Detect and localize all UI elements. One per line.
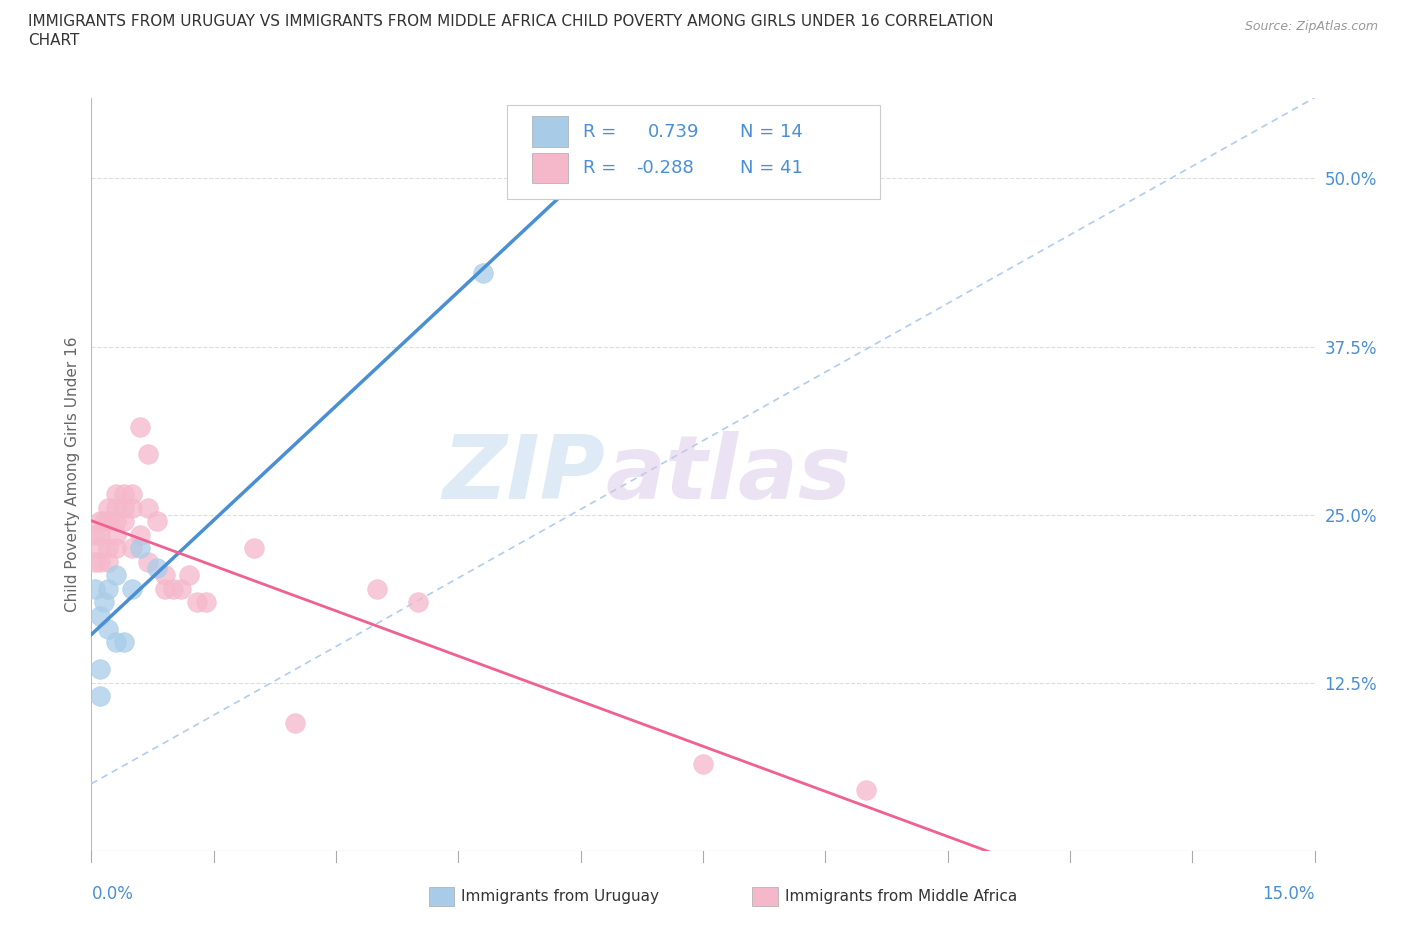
Text: Immigrants from Middle Africa: Immigrants from Middle Africa bbox=[785, 889, 1017, 904]
Point bbox=[406, 594, 429, 609]
Text: R =: R = bbox=[583, 123, 621, 140]
Bar bbox=[531, 153, 568, 183]
Point bbox=[97, 621, 120, 636]
Point bbox=[84, 554, 107, 569]
Point bbox=[89, 527, 111, 542]
Point bbox=[104, 527, 127, 542]
Point bbox=[284, 716, 307, 731]
Point bbox=[366, 581, 388, 596]
Point bbox=[84, 581, 107, 596]
Point bbox=[89, 554, 111, 569]
Point bbox=[186, 594, 208, 609]
Point bbox=[153, 567, 176, 582]
Point bbox=[97, 514, 120, 529]
Point bbox=[89, 662, 111, 677]
Point bbox=[179, 567, 201, 582]
Text: Source: ZipAtlas.com: Source: ZipAtlas.com bbox=[1244, 20, 1378, 33]
Point bbox=[89, 608, 111, 623]
Point bbox=[112, 500, 135, 515]
FancyBboxPatch shape bbox=[508, 105, 880, 199]
Point bbox=[97, 541, 120, 556]
Point bbox=[855, 783, 877, 798]
Point bbox=[93, 514, 115, 529]
Point bbox=[97, 581, 120, 596]
Point bbox=[162, 581, 184, 596]
Text: R =: R = bbox=[583, 159, 621, 177]
Point bbox=[93, 594, 115, 609]
Point bbox=[145, 561, 167, 576]
Point bbox=[112, 514, 135, 529]
Y-axis label: Child Poverty Among Girls Under 16: Child Poverty Among Girls Under 16 bbox=[65, 337, 80, 612]
Point bbox=[104, 541, 127, 556]
Text: -0.288: -0.288 bbox=[636, 159, 693, 177]
Text: 0.739: 0.739 bbox=[648, 123, 699, 140]
Point bbox=[153, 581, 176, 596]
Text: IMMIGRANTS FROM URUGUAY VS IMMIGRANTS FROM MIDDLE AFRICA CHILD POVERTY AMONG GIR: IMMIGRANTS FROM URUGUAY VS IMMIGRANTS FR… bbox=[28, 14, 994, 29]
Point bbox=[89, 689, 111, 704]
Point bbox=[471, 265, 494, 280]
Text: ZIP: ZIP bbox=[443, 431, 605, 518]
Point bbox=[97, 500, 120, 515]
Point bbox=[84, 527, 107, 542]
Point bbox=[97, 554, 120, 569]
Point bbox=[104, 567, 127, 582]
Point bbox=[112, 487, 135, 502]
Point bbox=[104, 514, 127, 529]
Text: 15.0%: 15.0% bbox=[1263, 884, 1315, 903]
Point bbox=[138, 446, 160, 461]
Text: 0.0%: 0.0% bbox=[91, 884, 134, 903]
Point bbox=[170, 581, 193, 596]
Text: N = 14: N = 14 bbox=[740, 123, 803, 140]
Point bbox=[129, 419, 152, 434]
Point bbox=[104, 487, 127, 502]
Text: Immigrants from Uruguay: Immigrants from Uruguay bbox=[461, 889, 659, 904]
Point bbox=[104, 635, 127, 650]
Point bbox=[104, 500, 127, 515]
Point bbox=[121, 541, 143, 556]
Point bbox=[89, 514, 111, 529]
Text: atlas: atlas bbox=[605, 431, 851, 518]
Point bbox=[129, 541, 152, 556]
Point bbox=[138, 500, 160, 515]
Point bbox=[121, 500, 143, 515]
Bar bbox=[531, 116, 568, 147]
Point bbox=[145, 514, 167, 529]
Text: CHART: CHART bbox=[28, 33, 80, 47]
Text: N = 41: N = 41 bbox=[740, 159, 803, 177]
Point bbox=[89, 541, 111, 556]
Point bbox=[121, 487, 143, 502]
Point bbox=[138, 554, 160, 569]
Point bbox=[112, 635, 135, 650]
Point bbox=[121, 581, 143, 596]
Point bbox=[692, 756, 714, 771]
Point bbox=[194, 594, 217, 609]
Point bbox=[243, 541, 266, 556]
Point bbox=[129, 527, 152, 542]
